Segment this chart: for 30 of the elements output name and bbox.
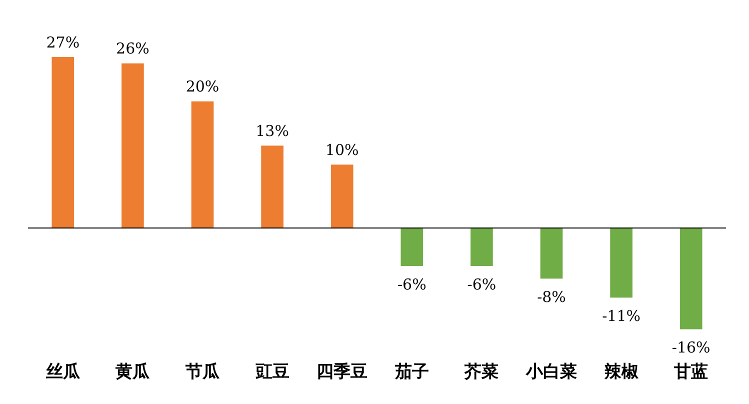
bar: [330, 164, 354, 228]
data-label: -6%: [397, 275, 426, 294]
data-label: 20%: [186, 78, 220, 96]
x-tick-label: 四季豆: [316, 362, 368, 382]
data-label: -11%: [602, 307, 641, 326]
bar: [400, 228, 424, 266]
bar: [540, 228, 563, 279]
bar: [122, 63, 144, 228]
data-label: 13%: [256, 122, 289, 140]
x-tick-label: 辣椒: [603, 362, 640, 382]
x-tick-label: 黄瓜: [114, 362, 151, 382]
bar: [470, 228, 493, 266]
bar: [52, 56, 74, 228]
x-tick-label: 丝瓜: [44, 362, 81, 382]
x-tick-label: 豇豆: [255, 362, 290, 382]
data-label: 26%: [116, 40, 150, 58]
x-tick-label: 茄子: [394, 362, 429, 382]
x-tick-label: 甘蓝: [673, 362, 708, 382]
bar: [610, 228, 632, 298]
data-label: -8%: [537, 288, 566, 306]
x-tick-label: 节瓜: [184, 362, 220, 382]
x-tick-label: 芥菜: [464, 362, 499, 382]
data-label: 10%: [325, 141, 359, 160]
bar: [680, 228, 702, 330]
data-label: -6%: [467, 275, 496, 294]
data-label: -16%: [672, 338, 710, 357]
bar: [191, 101, 214, 228]
bar: [261, 146, 284, 228]
x-tick-label: 小白菜: [525, 362, 577, 382]
data-label: 27%: [46, 33, 80, 52]
